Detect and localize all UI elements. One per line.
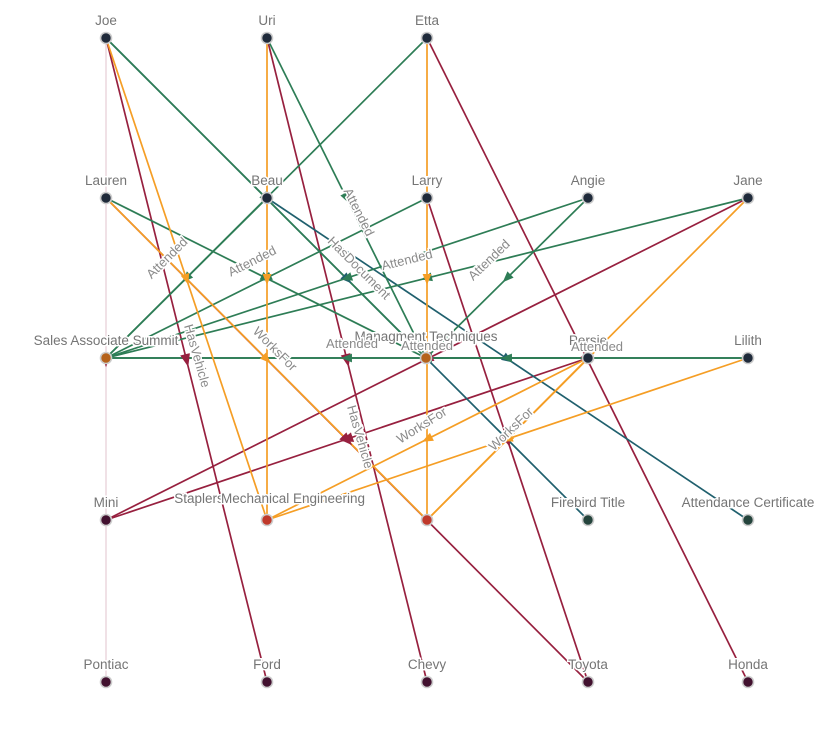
node-label-lilith: Lilith [734,333,762,348]
node-ford[interactable] [260,675,274,689]
node-label-jane: Jane [733,173,762,188]
node-joe[interactable] [99,31,113,45]
node-chevy[interactable] [420,675,434,689]
node-uri[interactable] [260,31,274,45]
edge-relation-label-attended-0: Attended [341,185,378,238]
node-mecheng[interactable] [420,513,434,527]
node-label-mt: Managment Techniques [354,329,497,344]
node-label-pontiac: Pontiac [83,657,128,672]
node-label-chevy: Chevy [408,657,447,672]
node-angie[interactable] [581,191,595,205]
node-label-toyota: Toyota [568,657,608,672]
node-firebird_title[interactable] [581,513,595,527]
node-toyota[interactable] [581,675,595,689]
node-honda[interactable] [741,675,755,689]
edge-arrow-attended-angie-sas [341,272,354,281]
node-larry[interactable] [420,191,434,205]
node-label-mecheng: Mechanical Engineering [221,491,365,506]
node-pontiac[interactable] [99,675,113,689]
node-jane[interactable] [741,191,755,205]
node-label-mini: Mini [94,495,119,510]
node-label-larry: Larry [412,173,443,188]
edge-arrow-worksfor-joe-staplers [180,272,190,285]
node-lilith[interactable] [741,351,755,365]
node-staplers[interactable] [260,513,274,527]
edge-arrow-hasvehicle-joe-ford [180,353,190,367]
node-label-attendance_cert: Attendance Certificate [682,495,815,510]
edge-arrow-worksfor-uri-staplers [262,274,272,286]
edge-relation-label-attended-2: Attended [225,242,278,279]
node-label-angie: Angie [571,173,606,188]
node-etta[interactable] [420,31,434,45]
edge-arrow-attended-persie-mt [500,353,512,363]
node-persie[interactable] [581,351,595,365]
node-label-staplers: Staplers [174,491,224,506]
edge-arrow-worksfor-persie-staplers [422,432,434,442]
node-attendance_cert[interactable] [741,513,755,527]
node-beau[interactable] [260,191,274,205]
node-label-beau: Beau [251,173,283,188]
node-label-uri: Uri [258,13,275,28]
edge-relation-label-worksfor-13: WorksFor [485,403,536,453]
node-mt[interactable] [419,351,433,365]
edge-arrow-attended-uri-mt [340,191,350,204]
edge-arrow-attended-angie-mt [502,271,514,283]
labels-layer: Joe Uri Etta Lauren Beau Larry Angie Jane Sales … [32,12,816,674]
node-label-joe: Joe [95,13,117,28]
node-lauren[interactable] [99,191,113,205]
edge-relation-label-attended-3: Attended [380,246,434,273]
node-label-honda: Honda [728,657,768,672]
node-mini[interactable] [99,513,113,527]
node-label-ford: Ford [253,657,281,672]
node-label-firebird_title: Firebird Title [551,495,625,510]
node-label-etta: Etta [415,13,440,28]
edge-arrow-hasvehicle-persie-mini [340,432,355,442]
node-label-sas: Sales Associate Summit [34,333,179,348]
node-sas[interactable] [99,351,113,365]
node-label-persie: Persie [569,333,607,348]
edge-arrow-attended-persie-sas [340,353,352,363]
edge-arrow-worksfor-persie-mecheng [503,432,515,444]
edge-relation-label-worksfor-12: WorksFor [394,404,450,447]
edge-relation-label-attended-6: Attended [401,338,453,353]
edge-arrow-worksfor-lauren-mecheng [259,352,271,364]
edge-relation-label-attended-5: Attended [326,336,378,351]
edge-arrow-worksfor-etta-mecheng [422,274,432,286]
node-label-lauren: Lauren [85,173,127,188]
nodes-layer [99,31,755,689]
edge-relation-label-attended-7: Attended [571,339,623,354]
